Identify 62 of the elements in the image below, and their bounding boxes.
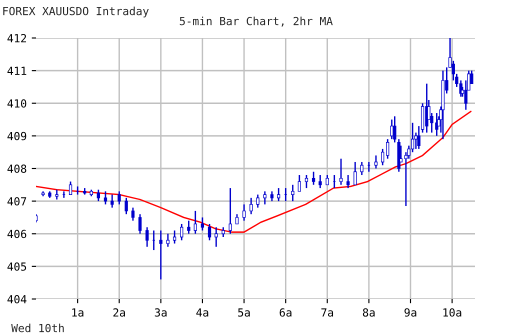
x-tick-label: 5a	[238, 308, 250, 317]
chart-subtitle: 5-min Bar Chart, 2hr MA	[180, 16, 333, 27]
candlestick	[390, 118, 394, 140]
x-tick-label: 6a	[280, 308, 292, 317]
y-tick-label: 411	[7, 66, 26, 75]
candlestick	[146, 226, 149, 248]
y-tick-label: 406	[7, 230, 26, 238]
y-tick-label: 409	[7, 132, 26, 140]
chart-title: FOREX XAUUSDO Intraday	[3, 6, 149, 18]
y-tick-label: 404	[7, 295, 26, 304]
candlestick	[180, 223, 184, 241]
candlestick	[159, 230, 162, 280]
candlestick	[172, 230, 176, 244]
candlestick	[138, 213, 142, 234]
x-tick-label: 7a	[321, 308, 334, 317]
y-tick-label: 405	[7, 262, 26, 271]
candlestick	[346, 174, 350, 189]
candlestick	[208, 223, 212, 241]
candlestick	[222, 226, 225, 238]
line-series	[36, 110, 472, 233]
candlestick	[228, 187, 232, 234]
candlestick	[124, 197, 128, 215]
x-tick-label: 1a	[72, 308, 84, 317]
candlestick	[360, 161, 364, 176]
x-tick-label: 4a	[196, 308, 208, 317]
candlestick	[354, 161, 357, 186]
y-tick-label: 410	[7, 99, 26, 108]
y-tick-label: 408	[7, 164, 26, 173]
candlestick	[291, 184, 294, 202]
candlestick	[452, 60, 455, 82]
candlestick	[386, 138, 390, 160]
candlestick	[68, 180, 72, 196]
candlestick	[304, 174, 308, 189]
candlestick	[55, 189, 58, 200]
text: Wed 10th	[11, 324, 64, 332]
candlestick	[194, 210, 197, 234]
candlestick	[235, 213, 239, 225]
candlestick	[339, 158, 343, 186]
candlestick	[242, 204, 246, 222]
x-tick-label: 8a	[362, 308, 375, 317]
candlestick	[298, 174, 301, 192]
candlestick	[318, 174, 322, 189]
candlestick	[104, 190, 108, 206]
candlestick	[374, 154, 378, 170]
candlestick	[166, 233, 170, 248]
x-tick-label: 10a	[443, 308, 462, 317]
y-tick-label: 407	[7, 197, 26, 206]
candlestick	[326, 174, 329, 186]
y-tick-label: 412	[7, 34, 26, 42]
x-tick-label: 3a	[154, 308, 167, 317]
candlestick	[131, 206, 135, 222]
candlestick	[381, 148, 384, 166]
candlestick	[187, 220, 190, 234]
candlestick	[96, 189, 100, 202]
candlestick	[250, 197, 253, 215]
candlestick	[200, 216, 204, 232]
x-tick-label: 2a	[113, 308, 125, 317]
candlestick	[214, 226, 218, 248]
candlestick	[118, 190, 121, 206]
candlestick	[256, 194, 260, 208]
x-tick-label: 9a	[404, 308, 416, 317]
candlestick	[312, 171, 316, 186]
